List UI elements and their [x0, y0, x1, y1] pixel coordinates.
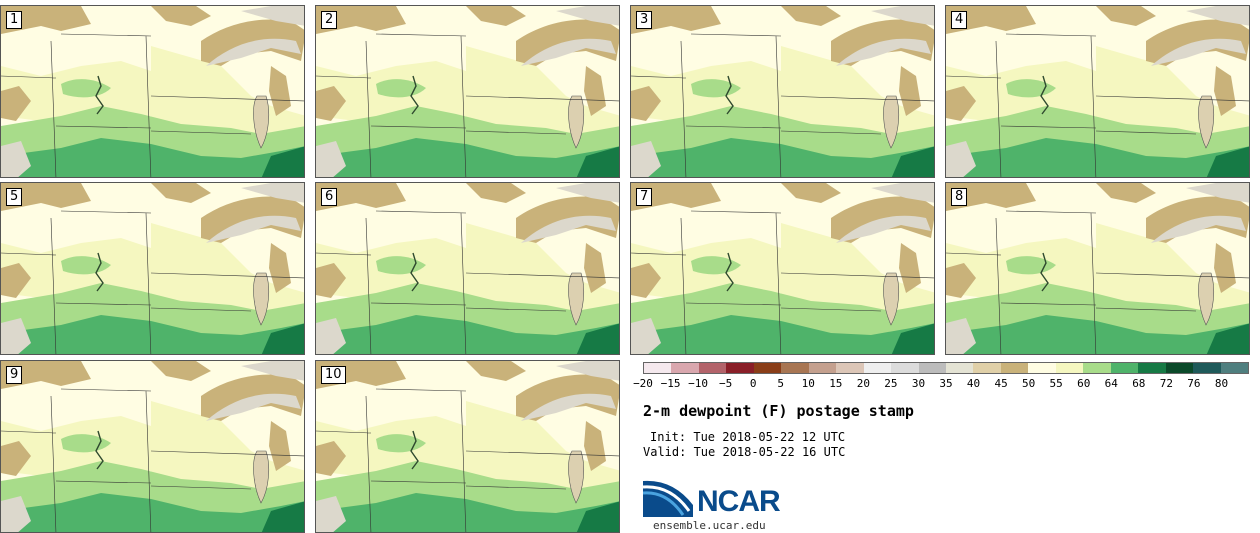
colorbar-tick-label: 10	[801, 377, 815, 390]
ensemble-member-panel[interactable]: 4	[945, 5, 1250, 178]
colorbar-tick-label: 0	[749, 377, 757, 390]
colorbar-tick-label: 30	[911, 377, 926, 390]
colorbar-swatch	[1083, 363, 1111, 373]
colorbar-tick-label: 15	[829, 377, 843, 390]
colorbar-labels: −20 −15 −10 −5 0 5 10 15 20 25 30 35 40 45 50 55 60 64 68 7…	[633, 377, 1249, 391]
colorbar-tick-label: −10	[688, 377, 709, 390]
colorbar-swatch	[973, 363, 1001, 373]
colorbar-tick-label: 64	[1104, 377, 1118, 390]
ensemble-member-panel[interactable]: 5	[0, 182, 305, 355]
colorbar-swatch	[1110, 363, 1139, 373]
colorbar: −20 −15 −10 −5 0 5 10 15 20 25 30 35 40 45 50 55 60 64 68 7…	[633, 362, 1249, 392]
colorbar-tick-label: 72	[1159, 377, 1173, 390]
colorbar-swatch	[1000, 363, 1029, 373]
ensemble-member-panel[interactable]: 2	[315, 5, 620, 178]
member-number: 6	[321, 188, 338, 206]
colorbar-tick-label: 76	[1187, 377, 1201, 390]
dewpoint-map	[631, 6, 934, 177]
colorbar-swatch	[781, 363, 809, 373]
colorbar-swatch	[836, 363, 864, 373]
colorbar-swatch	[1055, 363, 1084, 373]
colorbar-swatch	[644, 363, 672, 373]
ensemble-member-panel[interactable]: 6	[315, 182, 620, 355]
init-time: Init: Tue 2018-05-22 12 UTC	[650, 430, 846, 444]
colorbar-tick-label: 45	[994, 377, 1008, 390]
dewpoint-map	[316, 183, 619, 354]
colorbar-tick-label: 25	[884, 377, 898, 390]
member-number: 2	[321, 11, 338, 29]
colorbar-cells	[643, 362, 1249, 374]
member-number: 3	[636, 11, 653, 29]
member-number: 7	[636, 188, 653, 206]
member-number: 10	[321, 366, 346, 384]
colorbar-swatch	[1165, 363, 1194, 373]
ncar-logo[interactable]: NCAR	[642, 477, 793, 522]
colorbar-swatch	[1138, 363, 1166, 373]
colorbar-tick-label: 40	[966, 377, 981, 390]
colorbar-swatch	[753, 363, 782, 373]
colorbar-swatch	[918, 363, 946, 373]
colorbar-swatch	[863, 363, 892, 373]
colorbar-tick-label: −15	[660, 377, 681, 390]
dewpoint-map	[316, 361, 619, 532]
dewpoint-map	[316, 6, 619, 177]
colorbar-swatch	[1220, 363, 1248, 373]
colorbar-tick-label: −20	[633, 377, 653, 390]
ensemble-member-panel[interactable]: 8	[945, 182, 1250, 355]
ensemble-member-panel[interactable]: 10	[315, 360, 620, 533]
colorbar-swatch	[891, 363, 919, 373]
colorbar-tick-label: −5	[719, 377, 733, 390]
colorbar-tick-label: 50	[1022, 377, 1036, 390]
colorbar-swatch	[1028, 363, 1056, 373]
colorbar-tick-label: 60	[1077, 377, 1091, 390]
dewpoint-map	[631, 183, 934, 354]
colorbar-swatch	[808, 363, 837, 373]
member-number: 8	[951, 188, 968, 206]
ensemble-member-panel[interactable]: 7	[630, 182, 935, 355]
valid-time: Valid: Tue 2018-05-22 16 UTC	[643, 445, 846, 459]
ncar-logo-text: NCAR	[697, 485, 781, 518]
colorbar-swatch	[671, 363, 699, 373]
member-number: 9	[6, 366, 23, 384]
colorbar-swatch	[726, 363, 754, 373]
colorbar-swatch	[698, 363, 727, 373]
colorbar-swatch	[945, 363, 974, 373]
ensemble-member-panel[interactable]: 1	[0, 5, 305, 178]
colorbar-tick-label: 80	[1214, 377, 1229, 390]
dewpoint-map	[1, 361, 304, 532]
colorbar-tick-label: 5	[777, 377, 785, 390]
member-number: 5	[6, 188, 23, 206]
colorbar-tick-label: 20	[856, 377, 870, 390]
ensemble-member-panel[interactable]: 9	[0, 360, 305, 533]
ncar-logo-icon	[642, 480, 693, 517]
dewpoint-map	[946, 183, 1249, 354]
dewpoint-map	[946, 6, 1249, 177]
colorbar-tick-label: 68	[1132, 377, 1146, 390]
dewpoint-map	[1, 183, 304, 354]
colorbar-swatch	[1193, 363, 1221, 373]
ensemble-member-panel[interactable]: 3	[630, 5, 935, 178]
site-url[interactable]: ensemble.ucar.edu	[653, 519, 766, 532]
member-number: 4	[951, 11, 968, 29]
member-number: 1	[6, 11, 23, 29]
map-title: 2-m dewpoint (F) postage stamp	[643, 402, 914, 420]
colorbar-tick-label: 35	[939, 377, 953, 390]
dewpoint-map	[1, 6, 304, 177]
colorbar-tick-label: 55	[1049, 377, 1063, 390]
